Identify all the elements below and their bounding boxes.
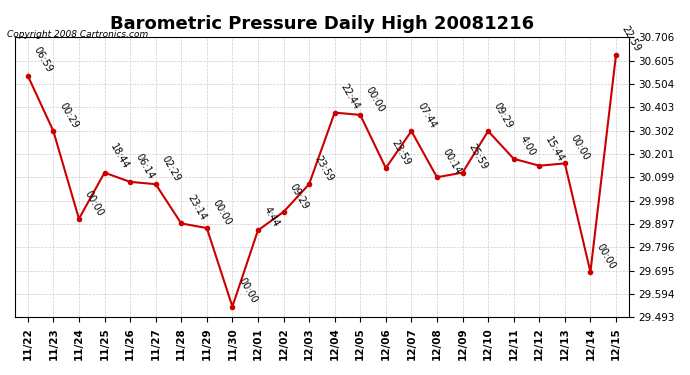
Text: 00:00: 00:00 bbox=[594, 242, 617, 271]
Text: 22:44: 22:44 bbox=[339, 82, 361, 111]
Text: 15:44: 15:44 bbox=[543, 135, 566, 165]
Text: 09:29: 09:29 bbox=[287, 182, 310, 211]
Text: 06:14: 06:14 bbox=[134, 152, 157, 181]
Text: 25:59: 25:59 bbox=[466, 142, 489, 171]
Text: 00:00: 00:00 bbox=[236, 276, 259, 305]
Text: Copyright 2008 Cartronics.com: Copyright 2008 Cartronics.com bbox=[7, 30, 148, 39]
Text: 06:59: 06:59 bbox=[32, 45, 55, 75]
Text: 4:44: 4:44 bbox=[262, 206, 282, 229]
Text: 4:00: 4:00 bbox=[518, 134, 537, 158]
Title: Barometric Pressure Daily High 20081216: Barometric Pressure Daily High 20081216 bbox=[110, 15, 534, 33]
Text: 00:29: 00:29 bbox=[57, 101, 80, 130]
Text: 07:44: 07:44 bbox=[415, 101, 438, 130]
Text: 22:59: 22:59 bbox=[620, 24, 642, 54]
Text: 00:00: 00:00 bbox=[210, 198, 233, 227]
Text: 00:00: 00:00 bbox=[364, 85, 386, 114]
Text: 00:00: 00:00 bbox=[83, 189, 106, 218]
Text: 02:29: 02:29 bbox=[159, 154, 182, 183]
Text: 18:44: 18:44 bbox=[108, 142, 131, 171]
Text: 23:14: 23:14 bbox=[185, 193, 208, 222]
Text: 23:59: 23:59 bbox=[390, 138, 413, 167]
Text: 09:29: 09:29 bbox=[492, 101, 515, 130]
Text: 00:00: 00:00 bbox=[569, 133, 591, 162]
Text: 00:14: 00:14 bbox=[441, 147, 464, 176]
Text: 23:59: 23:59 bbox=[313, 154, 335, 183]
